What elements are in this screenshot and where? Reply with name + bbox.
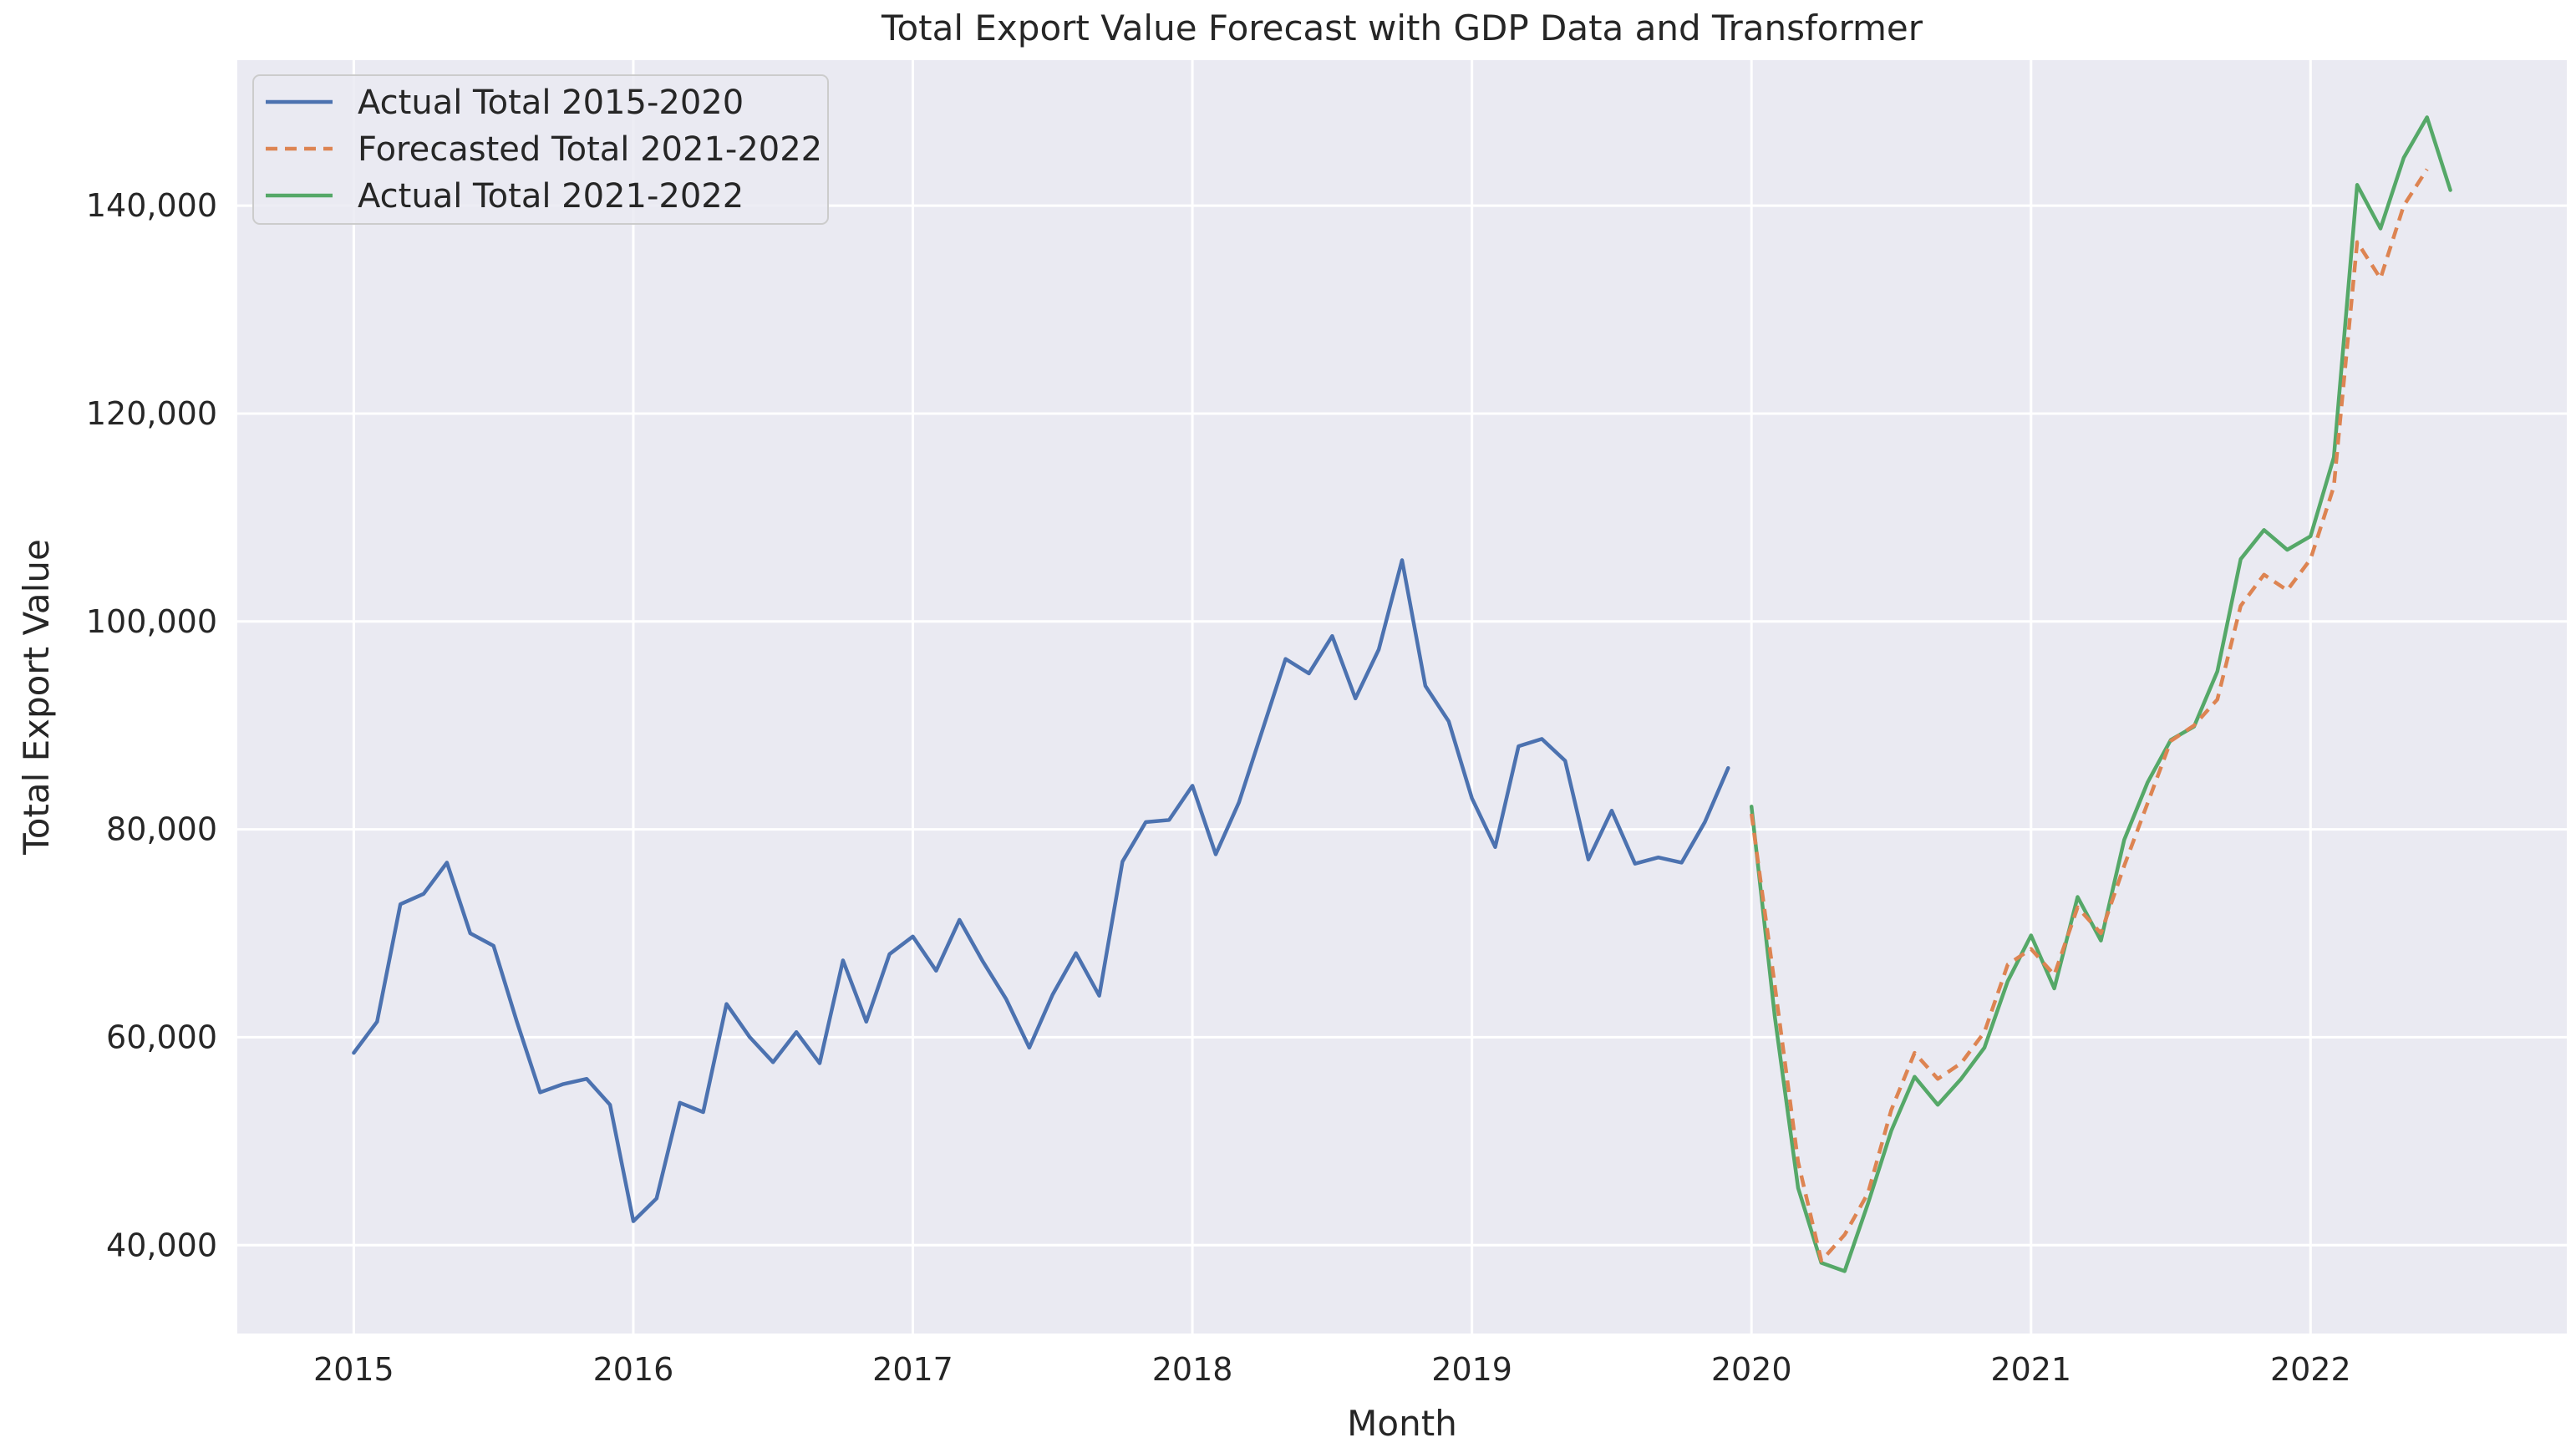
series-layer <box>352 115 2452 1273</box>
y-tick-labels: 40,000 60,000 80,000 100,000 120,000 140,000 <box>86 187 217 1263</box>
y-tick-label: 120,000 <box>86 395 217 432</box>
y-tick-label: 140,000 <box>86 187 217 224</box>
x-tick-label: 2021 <box>1990 1351 2071 1388</box>
x-tick-label: 2016 <box>593 1351 674 1388</box>
series-line-2 <box>1749 115 2452 1273</box>
series-line-0 <box>352 558 1730 1223</box>
legend-label-2: Actual Total 2021-2022 <box>358 177 744 216</box>
plot-area <box>237 60 2567 1334</box>
x-tick-label: 2017 <box>872 1351 953 1388</box>
x-tick-label: 2022 <box>2270 1351 2351 1388</box>
x-axis-label: Month <box>1347 1403 1457 1444</box>
legend: Actual Total 2015-2020 Forecasted Total 2… <box>252 74 829 225</box>
x-tick-label: 2020 <box>1711 1351 1792 1388</box>
y-tick-label: 80,000 <box>106 811 217 848</box>
legend-box <box>252 74 829 225</box>
y-tick-label: 40,000 <box>106 1227 217 1263</box>
y-tick-label: 60,000 <box>106 1019 217 1055</box>
legend-label-0: Actual Total 2015-2020 <box>358 84 744 122</box>
x-tick-labels: 2015 2016 2017 2018 2019 2020 2021 2022 <box>313 1351 2351 1388</box>
x-grid <box>352 60 2312 1334</box>
legend-label-1: Forecasted Total 2021-2022 <box>358 130 822 169</box>
chart-title: Total Export Value Forecast with GDP Dat… <box>881 8 1923 48</box>
x-tick-label: 2015 <box>313 1351 394 1388</box>
y-axis-label: Total Export Value <box>16 539 57 856</box>
y-tick-label: 100,000 <box>86 603 217 640</box>
series-line-1 <box>1749 168 2429 1263</box>
x-tick-label: 2018 <box>1152 1351 1233 1388</box>
x-tick-label: 2019 <box>1431 1351 1512 1388</box>
